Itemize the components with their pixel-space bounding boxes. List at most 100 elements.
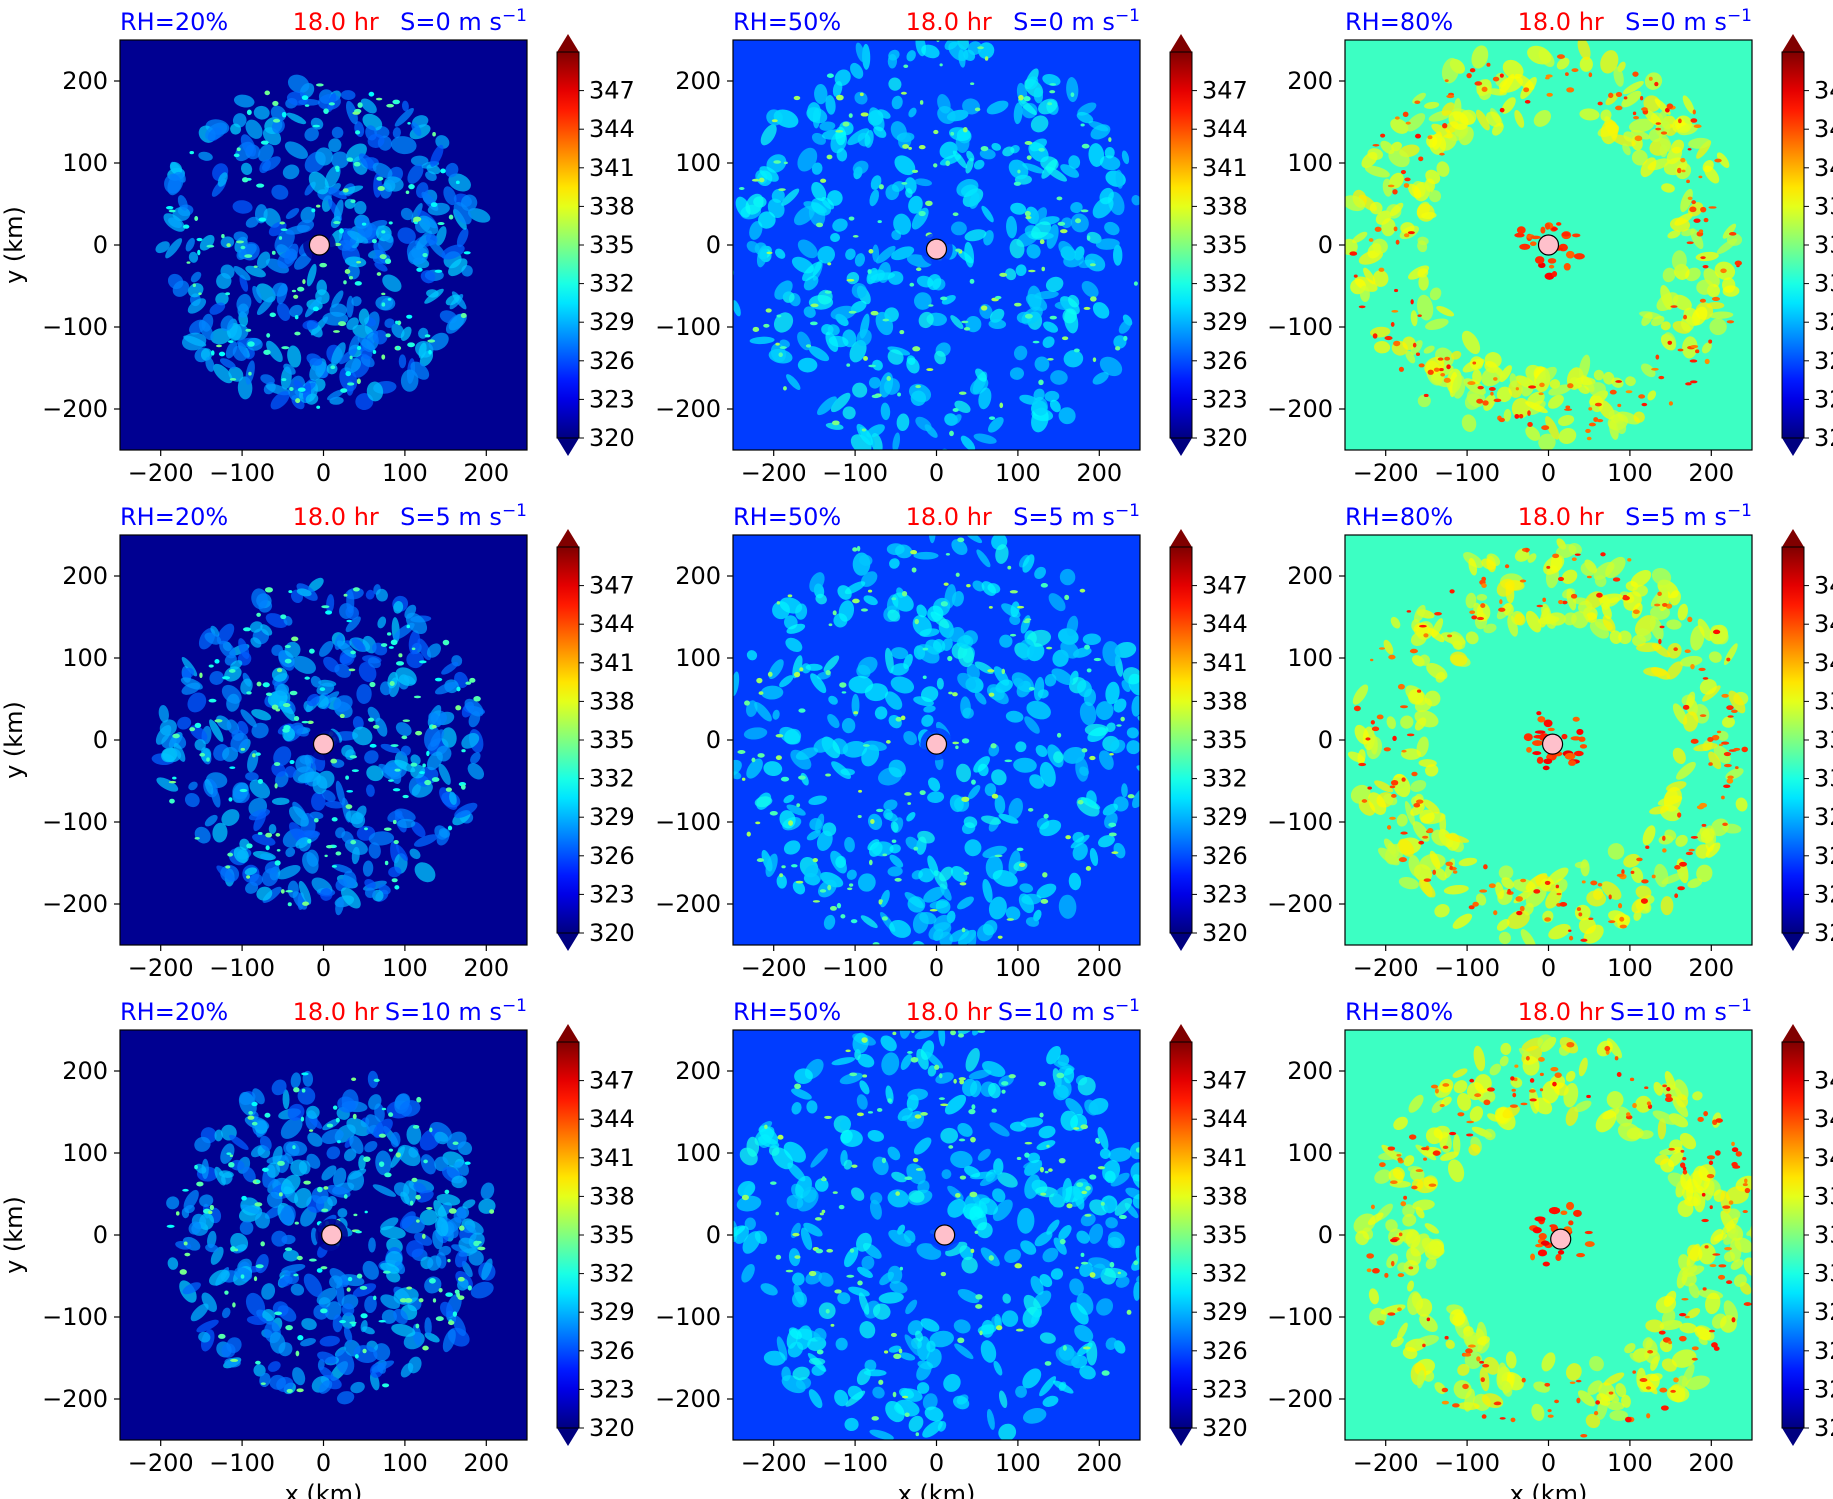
hot-cell (1618, 903, 1623, 909)
hot-cell (1408, 1266, 1414, 1270)
hot-cell (1480, 603, 1486, 608)
convective-cell (766, 109, 783, 126)
hot-cell (426, 1207, 433, 1210)
convective-cell (256, 296, 274, 316)
convective-cell (763, 761, 783, 777)
convective-cell (254, 1212, 270, 1229)
convective-cell (916, 604, 927, 618)
hot-cell (1024, 1141, 1033, 1145)
eyewall-cell (1576, 728, 1584, 736)
colorbar-tick-label: 323 (1814, 385, 1833, 413)
hot-cell (1017, 605, 1025, 609)
convective-cell (453, 1161, 463, 1169)
hot-cell (1640, 898, 1648, 904)
hot-cell (380, 643, 388, 647)
eyewall-cell (1542, 765, 1550, 771)
hot-cell (1651, 367, 1659, 371)
hot-cell (1483, 1099, 1491, 1106)
convective-cell (850, 62, 864, 79)
hot-cell (386, 632, 392, 636)
hot-cell (1596, 592, 1603, 598)
hot-cell (1536, 604, 1544, 608)
hot-cell (1527, 421, 1533, 427)
hot-cell (389, 681, 395, 686)
hot-cell (1654, 603, 1661, 607)
convective-cell (249, 873, 263, 886)
hot-cell (727, 268, 732, 273)
hot-cell (1018, 94, 1024, 101)
convective-cell (1603, 1372, 1625, 1386)
convective-cell (845, 248, 856, 260)
convective-cell (1483, 1356, 1500, 1375)
hot-cell (424, 334, 431, 338)
convective-cell (945, 1241, 968, 1257)
hot-cell (842, 121, 850, 127)
hot-cell (1632, 1103, 1637, 1109)
hot-cell (1588, 407, 1593, 411)
convective-cell (1050, 1268, 1064, 1280)
convective-cell (1588, 382, 1606, 396)
convective-cell (1661, 183, 1675, 193)
convective-cell (426, 751, 443, 771)
hot-cell (836, 902, 842, 909)
hot-cell (783, 386, 787, 391)
hot-cell (256, 183, 265, 188)
hot-cell (922, 675, 927, 680)
convective-cell (1537, 1034, 1554, 1050)
convective-cell (906, 812, 916, 822)
hot-cell (1075, 1266, 1079, 1270)
convective-cell (1727, 1208, 1741, 1220)
convective-cell (1543, 555, 1565, 575)
convective-cell (863, 595, 878, 606)
convective-cell (897, 1107, 913, 1122)
eyewall-cell (1579, 744, 1588, 749)
convective-cell (416, 1190, 434, 1203)
hot-cell (878, 184, 884, 190)
convective-cell (927, 1065, 937, 1077)
hot-cell (915, 384, 922, 389)
convective-cell (1445, 1339, 1455, 1350)
convective-cell (321, 789, 336, 802)
convective-cell (392, 127, 401, 139)
hot-cell (416, 1096, 422, 1103)
hot-cell (856, 545, 861, 552)
hot-cell (1706, 1173, 1715, 1179)
hot-cell (1659, 1387, 1668, 1393)
convective-cell (1065, 1098, 1084, 1116)
hot-cell (825, 670, 831, 676)
hot-cell (741, 777, 746, 781)
hot-cell (1474, 81, 1483, 86)
convective-cell (1114, 1197, 1133, 1216)
colorbar-gradient (556, 546, 580, 934)
convective-cell (776, 874, 787, 889)
convective-cell (1520, 76, 1537, 100)
hot-cell (1711, 1342, 1718, 1348)
hot-cell (1498, 417, 1505, 423)
hot-cell (194, 722, 202, 729)
x-tick-label: 100 (382, 954, 428, 982)
hot-cell (975, 1304, 983, 1309)
hot-cell (1570, 593, 1578, 599)
colorbar-tick-label: 320 (1814, 919, 1833, 947)
convective-cell (362, 860, 374, 877)
hot-cell (1615, 91, 1623, 97)
hot-cell (179, 1269, 187, 1275)
colorbar-tick-label: 338 (1202, 687, 1248, 715)
convective-cell (905, 188, 913, 198)
hot-cell (1390, 1238, 1398, 1243)
hot-cell (1414, 100, 1421, 105)
hot-cell (1677, 886, 1685, 891)
convective-cell (1696, 279, 1714, 295)
convective-cell (367, 133, 385, 148)
convective-cell (1352, 231, 1368, 244)
convective-cell (733, 300, 741, 317)
convective-cell (842, 406, 856, 420)
convective-cell (880, 402, 891, 421)
convective-cell (867, 839, 880, 851)
hot-cell (280, 228, 288, 232)
eyewall-cell (1537, 716, 1546, 723)
hot-cell (1700, 206, 1707, 213)
